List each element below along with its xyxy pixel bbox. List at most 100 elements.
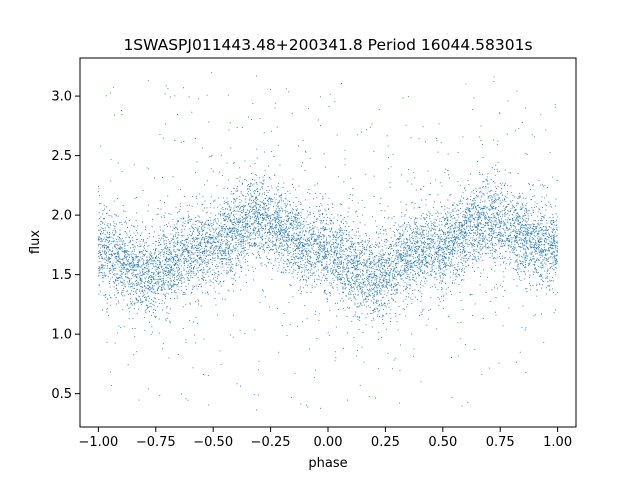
data-point [183, 258, 184, 259]
data-point [355, 234, 357, 236]
data-point [432, 268, 434, 270]
data-point [310, 275, 312, 276]
data-point [254, 190, 256, 192]
data-point [492, 180, 494, 182]
data-point [197, 250, 199, 252]
data-point [182, 277, 184, 279]
data-point [401, 234, 403, 236]
data-point [239, 214, 241, 216]
data-point [436, 252, 438, 254]
data-point [180, 278, 182, 280]
data-point [477, 229, 479, 231]
data-point [336, 315, 338, 317]
data-point [379, 292, 380, 294]
data-point [289, 263, 291, 265]
data-point [99, 239, 101, 241]
data-point [129, 265, 131, 267]
data-point [546, 277, 548, 279]
data-point [339, 231, 340, 233]
data-point [433, 265, 435, 266]
data-point [419, 254, 420, 256]
data-point [243, 250, 245, 252]
data-point [428, 226, 430, 228]
data-point [376, 307, 378, 309]
data-point [371, 287, 373, 289]
data-point [462, 309, 464, 311]
data-point [445, 234, 447, 235]
data-point [233, 219, 235, 220]
data-point [170, 260, 172, 262]
data-point [341, 235, 343, 237]
data-point [507, 204, 509, 206]
data-point [103, 258, 105, 260]
data-point [501, 240, 503, 242]
data-point [383, 229, 385, 231]
data-point [465, 232, 467, 234]
data-point [498, 234, 500, 236]
data-point [526, 233, 528, 235]
data-point [247, 188, 249, 190]
data-point [172, 284, 174, 286]
data-point [321, 248, 323, 249]
data-point [423, 185, 425, 187]
data-point [323, 237, 325, 239]
data-point [381, 289, 383, 291]
data-point [222, 218, 224, 220]
data-point [363, 282, 364, 284]
data-point [146, 276, 148, 278]
data-point [418, 271, 420, 273]
data-point [519, 216, 521, 218]
data-point [480, 125, 482, 127]
data-point [539, 276, 541, 278]
data-point [419, 231, 421, 233]
data-point [505, 201, 507, 203]
data-point [167, 282, 169, 284]
data-point [514, 241, 516, 243]
data-point [336, 219, 338, 221]
data-point [296, 228, 298, 230]
data-point [344, 164, 346, 166]
data-point [111, 253, 113, 255]
data-point [108, 258, 110, 260]
data-point [514, 210, 516, 212]
data-point [522, 243, 523, 245]
data-point [191, 232, 193, 234]
data-point [299, 239, 300, 241]
data-point [131, 328, 133, 329]
data-point [309, 236, 311, 238]
data-point [378, 332, 380, 334]
data-point [481, 187, 483, 188]
data-point [409, 226, 411, 228]
data-point [291, 225, 293, 227]
data-point [404, 267, 406, 269]
data-point [322, 213, 324, 215]
data-point [129, 278, 131, 279]
data-point [370, 263, 372, 265]
data-point [236, 222, 238, 223]
data-point [333, 242, 335, 244]
data-point [144, 317, 146, 318]
data-point [112, 241, 114, 243]
data-point [321, 263, 323, 265]
data-point [447, 245, 449, 247]
data-point [170, 265, 172, 267]
data-point [349, 291, 350, 293]
data-point [427, 235, 429, 237]
data-point [122, 258, 124, 260]
data-point [286, 265, 288, 267]
data-point [134, 264, 135, 266]
data-point [555, 224, 557, 226]
data-point [531, 259, 533, 261]
data-point [319, 244, 321, 246]
data-point [140, 277, 142, 279]
data-point [401, 225, 403, 227]
data-point [498, 171, 500, 172]
data-point [353, 274, 354, 276]
data-point [239, 204, 241, 206]
data-point [174, 292, 176, 294]
data-point [414, 296, 416, 298]
data-point [132, 253, 134, 255]
data-point [397, 238, 399, 240]
data-point [302, 245, 303, 247]
data-point [459, 222, 460, 224]
